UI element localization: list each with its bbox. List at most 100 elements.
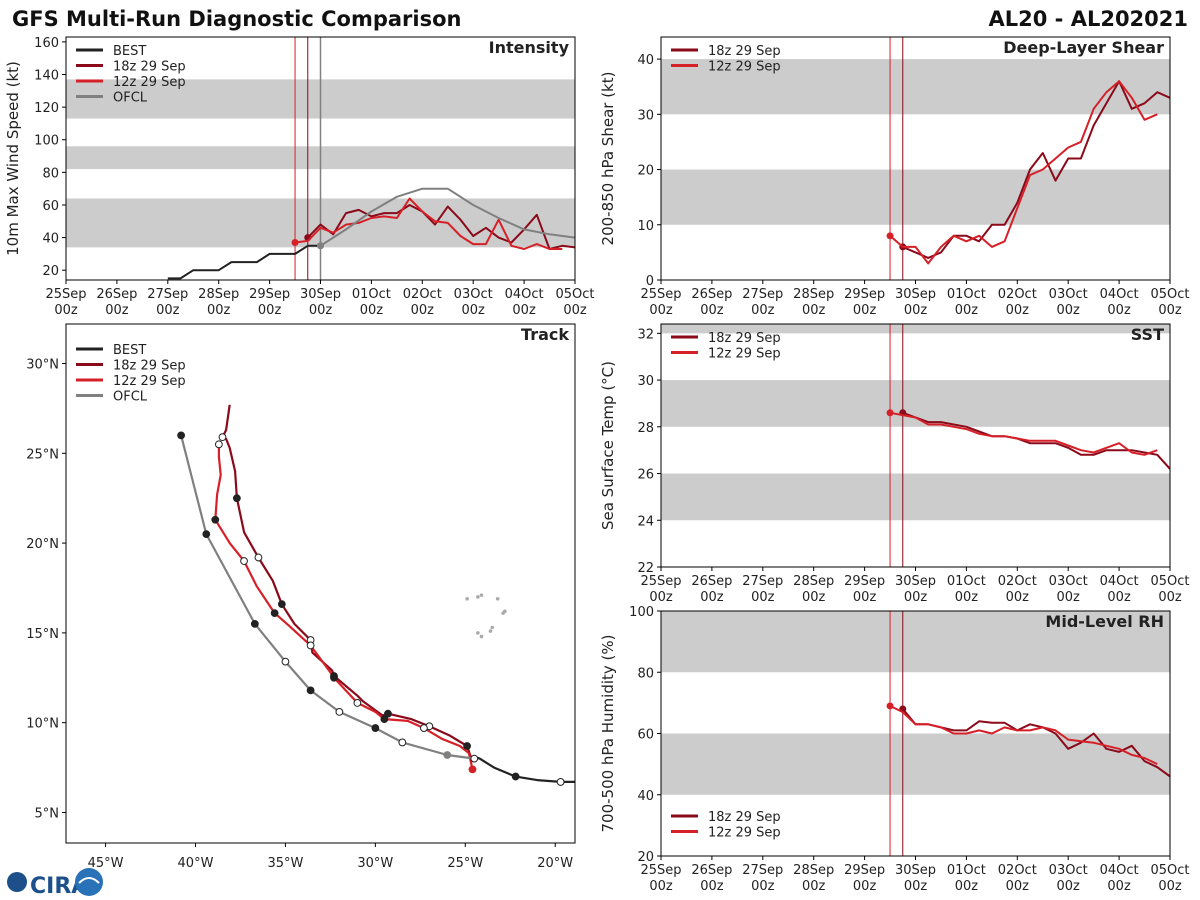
sst-y-tick-label: 30 [637,374,654,389]
rh-x-tick-label: 02Oct 00z [998,863,1037,894]
track-run18z-position-point [463,742,471,750]
track-run12z-position-point [468,765,477,774]
track-run12z-position-point [306,641,315,650]
shear-x-tick-label: 05Oct 00z [1150,287,1189,318]
track-legend-label: OFCL [113,390,148,405]
sst-y-tick-label: 22 [637,561,654,576]
track-x-tick-label: 25°W [447,856,483,871]
shear-legend-label: 12z 29 Sep [708,60,781,75]
track-series-ofcl-line [180,435,475,760]
track-y-tick-label: 25°N [26,447,59,462]
track-run18z-position-point [254,553,263,562]
shear-series-run12z-start-point [886,232,894,240]
track-run12z-position-point [211,515,220,524]
track-island-point [465,596,469,601]
intensity-y-axis-label: 10m Max Wind Speed (kt) [4,61,22,256]
sst-y-tick-label: 26 [637,468,654,483]
rh-panel-title: Mid-Level RH [1045,612,1164,631]
intensity-x-tick-label: 01Oct 00z [352,287,391,318]
intensity-x-tick-label: 29Sep 00z [249,287,290,318]
rh-x-tick-label: 05Oct 00z [1150,863,1189,894]
intensity-x-tick-label: 02Oct 00z [403,287,442,318]
rh-x-tick-label: 03Oct 00z [1049,863,1088,894]
intensity-y-tick-label: 60 [42,199,59,214]
rh-shaded-band [661,733,1170,795]
intensity-ofcl-start-point [317,242,324,250]
sst-x-tick-label: 28Sep 00z [793,574,834,605]
sst-x-tick-label: 29Sep 00z [844,574,885,605]
track-island-point [476,631,480,635]
rh-y-tick-label: 60 [637,728,654,743]
track-ofcl-position-point [398,738,407,747]
sst-x-tick-label: 04Oct 00z [1100,574,1139,605]
shear-legend-label: 18z 29 Sep [708,44,781,59]
intensity-x-tick-label: 27Sep 00z [147,287,188,318]
rh-legend-label: 18z 29 Sep [708,810,781,825]
rh-shaded-band [661,611,1170,673]
sst-y-tick-label: 24 [637,514,654,529]
track-ofcl-position-point [250,620,259,628]
track-ofcl-position-point [371,724,380,732]
track-run12z-position-point [240,557,248,565]
track-run12z-position-point [380,715,389,723]
sst-y-axis-label: Sea Surface Temp (°C) [599,361,617,530]
rh-x-tick-label: 28Sep 00z [793,863,834,894]
intensity-series-ofcl-line [319,187,575,247]
intensity-legend-label: 18z 29 Sep [113,60,186,75]
sst-shaded-band [661,380,1170,427]
track-y-tick-label: 10°N [26,717,59,732]
track-y-tick-label: 15°N [26,627,59,642]
intensity-x-tick-label: 04Oct 00z [505,287,544,318]
track-panel: 45°W 40°W 35°W 30°W 25°W 20°W 5°N 10°N 15°N 20°N 2… [26,323,576,871]
globe-icon [7,872,27,892]
intensity-series-best-line [167,244,321,280]
sst-x-tick-label: 27Sep 00z [742,574,783,605]
sst-x-tick-label: 25Sep 00z [640,574,681,605]
storm-id: AL20 - AL202021 [989,7,1189,31]
shear-x-tick-label: 29Sep 00z [844,287,885,318]
track-x-tick-label: 45°W [88,856,124,871]
rh-x-tick-label: 04Oct 00z [1100,863,1139,894]
intensity-x-tick-label: 30Sep 00z [300,287,341,318]
sst-x-tick-label: 03Oct 00z [1049,574,1088,605]
intensity-x-tick-label: 25Sep 00z [45,287,86,318]
rh-y-tick-label: 40 [637,789,654,804]
rh-x-tick-label: 30Sep 00z [895,863,936,894]
rh-y-axis-label: 700-500 hPa Humidity (%) [599,634,617,832]
sst-x-tick-label: 30Sep 00z [895,574,936,605]
shear-y-tick-label: 20 [637,164,654,179]
sst-x-tick-label: 01Oct 00z [947,574,986,605]
shear-y-tick-label: 40 [637,53,654,68]
rh-y-tick-label: 100 [629,605,654,620]
logo-wave-icon [78,877,100,884]
track-island-point [476,595,480,599]
track-series-run12z-line [214,444,474,770]
track-ofcl-position-point [202,530,211,539]
track-panel-title: Track [521,325,569,344]
shear-y-tick-label: 30 [637,108,654,123]
shear-panel: 0 10 20 30 40 25Sep 00z 26Sep 00z 27Sep 00z 28Sep 00… [599,36,1190,318]
shear-x-tick-label: 04Oct 00z [1100,287,1139,318]
shear-series-run18z-line [902,80,1170,259]
sst-series-run18z-line [902,411,1170,470]
rh-series-run18z-line [902,708,1170,778]
logo-swirl-icon [75,868,103,896]
intensity-panel: 20 40 60 80 100 120 140 160 25Sep 00z 26Sep 00z 27Se… [4,36,595,318]
shear-shaded-band [661,169,1170,225]
shear-x-tick-label: 02Oct 00z [998,287,1037,318]
shear-x-tick-label: 26Sep 00z [691,287,732,318]
intensity-x-tick-label: 03Oct 00z [454,287,493,318]
sst-shaded-band [661,324,1170,334]
sst-x-tick-label: 26Sep 00z [691,574,732,605]
track-legend-label: 12z 29 Sep [113,374,186,389]
track-y-tick-label: 20°N [26,537,59,552]
intensity-y-tick-label: 120 [34,101,59,116]
track-y-tick-label: 5°N [35,806,60,821]
shear-y-tick-label: 10 [637,219,654,234]
track-x-tick-label: 35°W [267,856,303,871]
shear-series-run12z-line [889,80,1158,265]
intensity-y-tick-label: 140 [34,69,59,84]
shear-panel-title: Deep-Layer Shear [1003,38,1164,57]
intensity-x-tick-label: 05Oct 00z [555,287,594,318]
